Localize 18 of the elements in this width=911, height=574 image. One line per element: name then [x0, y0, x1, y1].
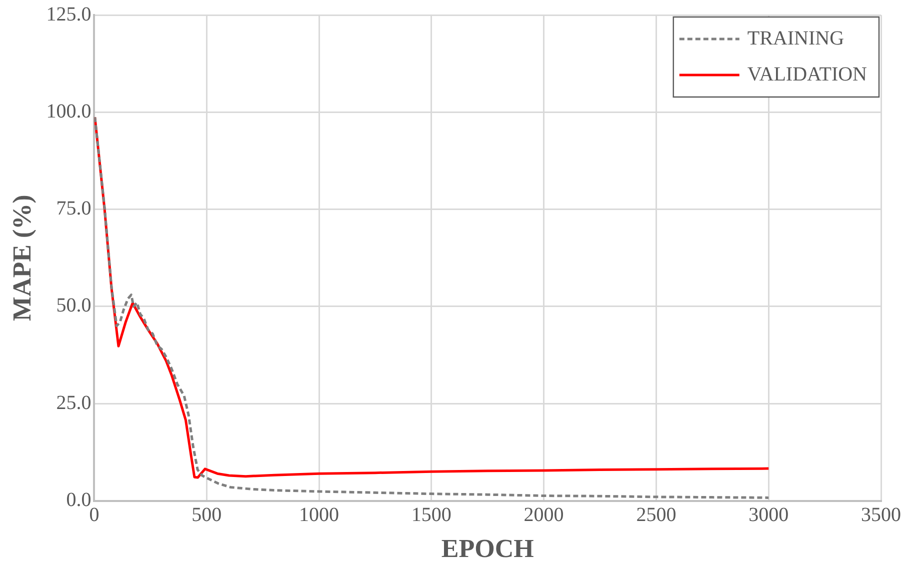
- x-tick-label: 3500: [861, 504, 901, 526]
- x-tick-label: 1500: [411, 504, 452, 526]
- y-tick-label: 50.0: [56, 294, 92, 317]
- x-tick-label: 3000: [748, 504, 789, 526]
- y-tick-label: 0.0: [66, 489, 92, 512]
- y-tick-label: 100.0: [46, 100, 92, 122]
- x-tick-label: 0: [89, 504, 100, 526]
- y-tick-label: 75.0: [56, 198, 92, 220]
- x-tick-label: 1000: [299, 504, 339, 526]
- x-tick-label: 2500: [636, 504, 676, 526]
- y-axis-title: MAPE (%): [7, 194, 36, 322]
- y-tick-label: 125.0: [46, 3, 92, 26]
- x-tick-label: 500: [192, 504, 222, 526]
- x-axis-title: EPOCH: [441, 534, 534, 564]
- y-tick-label: 25.0: [56, 392, 92, 414]
- legend-label: VALIDATION: [747, 63, 868, 86]
- x-tick-label: 2000: [524, 504, 564, 526]
- legend-label: TRAINING: [747, 27, 844, 50]
